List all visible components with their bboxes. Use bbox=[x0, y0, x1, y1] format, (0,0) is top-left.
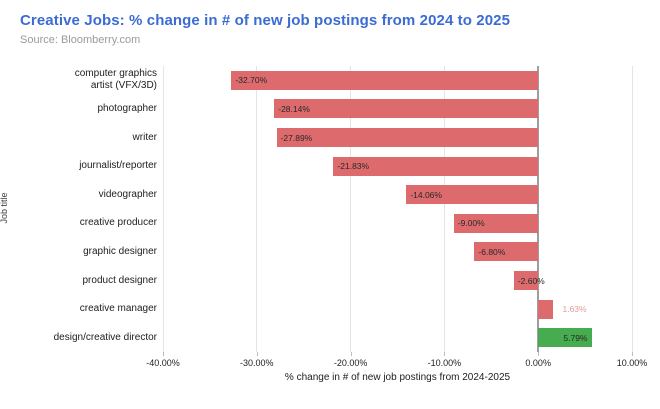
x-axis-tickmark bbox=[538, 352, 540, 356]
bar-value-label: -28.14% bbox=[278, 103, 310, 114]
x-axis-tickmark bbox=[350, 352, 352, 356]
bar-value-label: -14.06% bbox=[410, 189, 442, 200]
x-axis-tickmark bbox=[256, 352, 258, 356]
bar-journalist-reporter bbox=[333, 156, 539, 176]
category-label: creative producer bbox=[79, 217, 157, 229]
x-axis-title: % change in # of new job postings from 2… bbox=[284, 372, 511, 383]
category-label: design/creative director bbox=[53, 331, 157, 343]
x-axis-tick-label: -20.00% bbox=[333, 358, 368, 368]
bar-writer bbox=[276, 128, 539, 147]
category-label: graphic designer bbox=[83, 245, 157, 257]
x-axis-tick-label: 0.00% bbox=[525, 358, 551, 368]
gridline bbox=[350, 66, 352, 352]
gridline bbox=[443, 66, 445, 352]
bar-creative-producer bbox=[453, 213, 539, 233]
bar-value-label: -21.83% bbox=[337, 161, 370, 172]
gridline bbox=[162, 66, 164, 352]
x-axis-tick-label: -10.00% bbox=[427, 358, 462, 368]
x-axis-tickmark bbox=[632, 352, 633, 356]
category-label: journalist/reporter bbox=[79, 160, 157, 172]
bar-value-label: -27.89% bbox=[280, 132, 313, 143]
bar-computer-graphics-artist-vfx-3d- bbox=[231, 70, 539, 90]
category-label: computer graphics artist (VFX/3D) bbox=[74, 68, 157, 92]
bar-value-label: -9.00% bbox=[457, 218, 485, 229]
y-axis-title: Job title bbox=[0, 192, 9, 224]
bar-product-designer bbox=[513, 271, 539, 290]
category-label: writer bbox=[132, 131, 157, 143]
bar-design-creative-director bbox=[538, 328, 593, 348]
zero-axis-line bbox=[537, 66, 540, 352]
x-axis-tickmark bbox=[444, 352, 446, 356]
bar-photographer bbox=[274, 99, 539, 119]
x-axis-tickmark bbox=[163, 352, 164, 356]
chart-title: Creative Jobs: % change in # of new job … bbox=[20, 12, 511, 29]
category-label: creative manager bbox=[79, 303, 157, 315]
bar-value-label: 5.79% bbox=[563, 332, 588, 343]
x-axis-tick-label: -40.00% bbox=[146, 358, 180, 368]
bar-videographer bbox=[406, 185, 539, 205]
bar-value-label: -32.70% bbox=[235, 75, 268, 86]
category-label: videographer bbox=[98, 188, 157, 200]
bar-creative-manager bbox=[538, 299, 554, 319]
gridline bbox=[631, 66, 633, 352]
chart-source: Source: Bloomberry.com bbox=[20, 34, 141, 46]
bar-value-label: -2.60% bbox=[517, 275, 545, 286]
x-axis-tick-label: 10.00% bbox=[616, 358, 648, 368]
bar-value-label: -6.80% bbox=[478, 246, 506, 257]
category-label: product designer bbox=[82, 274, 158, 286]
x-axis-tick-label: -30.00% bbox=[240, 358, 274, 368]
category-label: photographer bbox=[97, 102, 158, 114]
bar-value-label: 1.63% bbox=[562, 304, 587, 315]
gridline bbox=[256, 66, 258, 352]
bar-graphic-designer bbox=[474, 242, 539, 262]
